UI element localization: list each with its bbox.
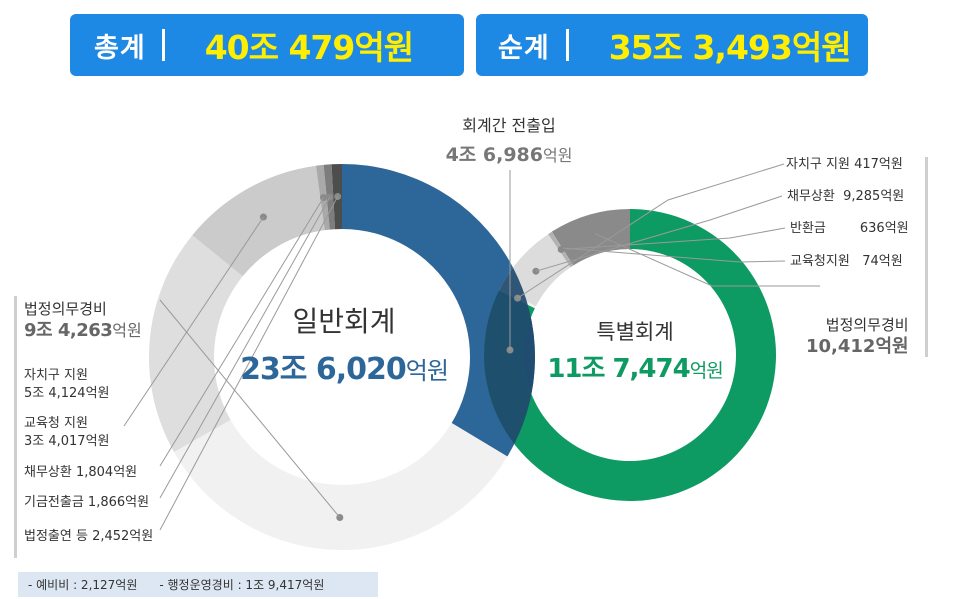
- general-label-mandatory: 법정의무경비 9조 4,263억원: [24, 300, 142, 341]
- special-leader-refund: [561, 227, 786, 250]
- general-leader-mandatory: [159, 299, 341, 518]
- net-separator: [565, 29, 569, 61]
- general-leader-statutory: [159, 196, 339, 531]
- special-leader-education: [563, 247, 786, 263]
- general-leader-fund: [159, 196, 331, 499]
- total-label: 총계: [94, 32, 146, 64]
- special-leader-district: [517, 163, 785, 299]
- special-center-label: 특별회계 11조 7,474억원: [525, 316, 745, 385]
- special-label-education: 교육청지원 74억원: [790, 254, 903, 269]
- footnote-reserve: - 예비비 : 2,127억원: [28, 578, 138, 592]
- special-slice-mandatory: [552, 209, 630, 266]
- general-leader-debt: [159, 197, 324, 467]
- net-label: 순계: [498, 32, 550, 64]
- general-label-fund: 기금전출금 1,866억원: [24, 495, 150, 510]
- general-label-debt: 채무상환 1,804억원: [24, 465, 138, 480]
- special-leader-mandatory: [595, 233, 820, 287]
- general-slice-main: [342, 164, 535, 457]
- special-label-debt: 채무상환 9,285억원: [787, 189, 905, 204]
- general-total: 23조 6,020억원: [240, 352, 449, 387]
- general-slice-mandatory: [173, 419, 508, 550]
- total-value: 40조 479억원: [204, 28, 414, 67]
- total-separator: [161, 29, 165, 61]
- special-label-district: 자치구 지원 417억원: [786, 157, 903, 172]
- right-label-bar: [925, 157, 928, 357]
- special-label-mandatory: 법정의무경비 10,412억원: [806, 316, 909, 357]
- footnote-bar: - 예비비 : 2,127억원 - 행정운영경비 : 1조 9,417억원: [18, 572, 378, 597]
- transfer-value: 4조 6,986억원: [445, 144, 573, 166]
- transfer-title: 회계간 전출입: [462, 116, 556, 135]
- left-label-bar: [14, 296, 17, 558]
- special-title: 특별회계: [596, 320, 674, 344]
- general-title: 일반회계: [292, 305, 396, 338]
- general-slice-education: [192, 165, 325, 277]
- special-leader-debt: [535, 195, 783, 272]
- overlap-lens: [483, 267, 535, 445]
- transfer-callout: 회계간 전출입 4조 6,986억원: [434, 112, 584, 167]
- special-label-refund: 반환금 636억원: [790, 221, 909, 236]
- net-banner: 순계 35조 3,493억원: [476, 14, 868, 76]
- special-total: 11조 7,474억원: [547, 354, 723, 384]
- footnote-admin: - 행정운영경비 : 1조 9,417억원: [159, 578, 325, 592]
- general-leader-education: [123, 216, 264, 427]
- general-label-statutory: 법정출연 등 2,452억원: [24, 529, 154, 544]
- general-label-district: 자치구 지원 5조 4,124억원: [24, 368, 110, 401]
- net-value: 35조 3,493억원: [608, 28, 852, 67]
- total-banner: 총계 40조 479억원: [70, 14, 464, 76]
- general-label-education: 교육청 지원 3조 4,017억원: [24, 416, 110, 449]
- general-center-label: 일반회계 23조 6,020억원: [214, 300, 474, 388]
